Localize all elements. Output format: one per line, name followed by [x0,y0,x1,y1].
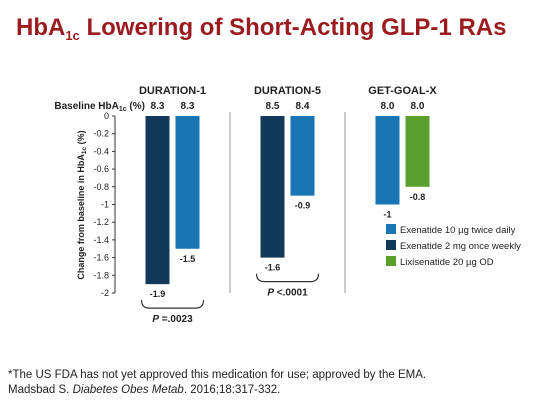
citation-journal: Diabetes Obes Metab [72,384,184,396]
value-label: -0.8 [410,192,426,202]
y-tick-label: -0.8 [93,182,109,192]
baseline-row-label: Baseline HbA1c (%) [54,101,145,113]
footnote-citation: Madsbad S. Diabetes Obes Metab. 2016;18:… [8,383,426,398]
legend-label: Exenatide 10 µg twice daily [400,225,516,236]
baseline-label-prefix: Baseline HbA [54,101,118,112]
group-title: DURATION-1 [139,85,206,97]
y-tick-label: -0.4 [93,146,109,156]
p-letter: P [152,314,159,325]
bar [405,116,430,187]
y-axis-label-sub: 1c [81,146,88,154]
p-value-label: P <.0001 [267,288,308,299]
significance-bracket [255,273,320,283]
group-title: DURATION-5 [254,85,321,97]
footnote: *The US FDA has not yet approved this me… [8,368,426,398]
y-tick-label: -0.6 [93,164,109,174]
value-label: -1 [383,210,391,220]
p-number: <.0001 [274,288,308,299]
y-tick-label: -1.2 [93,217,109,227]
citation-author: Madsbad S. [8,384,73,396]
baseline-value: 8.4 [296,101,310,112]
y-tick-label: -2 [101,288,109,298]
legend-label: Exenatide 2 mg once weekly [400,241,521,252]
p-value-label: P =.0023 [152,314,193,325]
hba1c-bar-chart: 0 -0.2 -0.4 -0.6 -0.8 -1 -1.2 -1.4 -1.6 -1.8 -2 Ch… [54,85,521,325]
chart-legend: Exenatide 10 µg twice daily Exenatide 2 m… [386,224,521,268]
p-number: =.0023 [159,314,193,325]
y-tick-label: -1.8 [93,270,109,280]
slide-title: HbA1c Lowering of Short-Acting GLP-1 RAs [16,14,506,43]
value-label: -1.9 [150,289,166,299]
baseline-label-suffix: (%) [127,101,145,112]
bar [290,116,315,196]
y-tick-label: -1 [101,200,109,210]
legend-swatch [386,224,396,234]
bar-groups: DURATION-18.3-1.98.3-1.5P =.0023DURATION… [139,85,437,325]
footnote-line-1: *The US FDA has not yet approved this me… [8,369,427,381]
y-axis: 0 -0.2 -0.4 -0.6 -0.8 -1 -1.2 -1.4 -1.6 -1.8 -2 [93,111,116,298]
legend-swatch [386,240,396,250]
baseline-value: 8.5 [266,101,280,112]
bar [175,116,200,249]
y-tick-label: -0.2 [93,129,109,139]
y-axis-label: Change from baseline in HbA1c (%) [76,130,88,279]
significance-bracket [140,300,205,309]
value-label: -0.9 [295,201,311,211]
y-axis-label-prefix: Change from baseline in HbA [76,154,86,280]
title-suffix: Lowering of Short-Acting GLP-1 RAs [79,14,507,41]
title-subscript: 1c [65,28,80,43]
legend-label: Lixisenatide 20 µg OD [400,257,494,268]
y-tick-label: -1.4 [93,235,109,245]
baseline-value: 8.0 [381,101,395,112]
bar [375,116,400,205]
bar-group-duration-5: DURATION-5 8.5 -1.6 8.4 -0.9 P <.0001 [254,85,346,299]
baseline-value: 8.3 [181,101,195,112]
title-prefix: HbA [16,14,66,41]
citation-details: . 2016;18:317-332. [183,384,281,396]
bar [145,116,170,285]
y-axis-label-suffix: (%) [76,130,86,147]
baseline-value: 8.3 [151,101,165,112]
bar-group-duration-1: DURATION-1 8.3 -1.9 8.3 -1.5 P =.0023 [139,85,231,325]
value-label: -1.6 [265,263,281,273]
y-tick-label: 0 [104,111,109,121]
p-letter: P [267,288,274,299]
baseline-value: 8.0 [411,101,425,112]
y-tick-label: -1.6 [93,253,109,263]
bar [260,116,285,258]
baseline-label-sub: 1c [119,106,127,113]
value-label: -1.5 [180,254,196,264]
legend-swatch [386,256,396,266]
bar-group-get-goal-x: GET-GOAL-X 8.0 -1 8.0 -0.8 [368,85,437,220]
group-title: GET-GOAL-X [368,85,437,97]
